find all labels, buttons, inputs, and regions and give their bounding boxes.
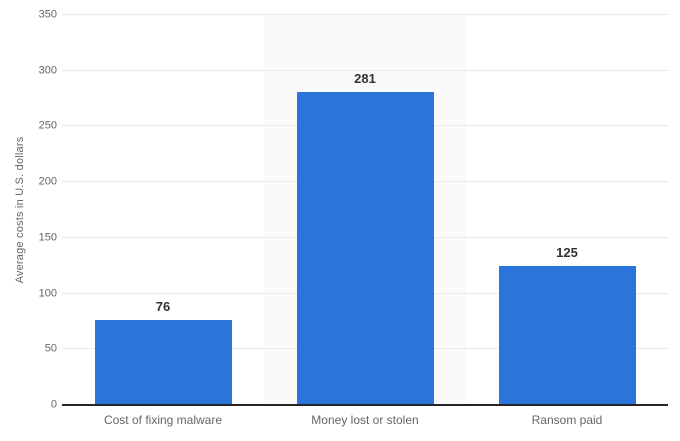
y-tick-label: 350 — [38, 8, 57, 21]
x-axis-label-cost-of-fixing-malware: Cost of fixing malware — [103, 413, 223, 427]
y-tick-label: 0 — [50, 398, 57, 411]
bar-group-ransom-paid: 125 — [466, 15, 668, 405]
bar-cost-of-fixing-malware — [94, 320, 232, 405]
gridline — [62, 14, 668, 15]
bar-value-label: 76 — [155, 299, 171, 315]
bar-money-lost-or-stolen — [296, 91, 434, 405]
plot-area: 76 281 125 — [62, 14, 668, 406]
x-axis-label-ransom-paid: Ransom paid — [531, 413, 603, 427]
bar-series: 76 281 125 — [62, 15, 668, 405]
y-tick-label: 300 — [38, 64, 57, 77]
bar-group-money-lost-or-stolen: 281 — [264, 15, 466, 405]
x-axis-line — [62, 404, 668, 406]
y-tick-label: 100 — [38, 287, 57, 300]
bar-ransom-paid — [498, 265, 636, 405]
bar-group-cost-of-fixing-malware: 76 — [62, 15, 264, 405]
bar-value-label: 281 — [354, 70, 376, 86]
bar-value-label: 125 — [556, 244, 578, 260]
y-tick-label: 250 — [38, 119, 57, 132]
y-tick-label: 50 — [44, 342, 57, 355]
x-axis-labels: Cost of fixing malware Money lost or sto… — [62, 413, 668, 427]
x-axis-label-money-lost-or-stolen: Money lost or stolen — [311, 413, 419, 427]
y-tick-labels: 0 50 100 150 200 250 300 350 — [0, 9, 57, 410]
y-tick-label: 200 — [38, 175, 57, 188]
gridline — [62, 69, 668, 71]
y-tick-label: 150 — [38, 231, 57, 244]
